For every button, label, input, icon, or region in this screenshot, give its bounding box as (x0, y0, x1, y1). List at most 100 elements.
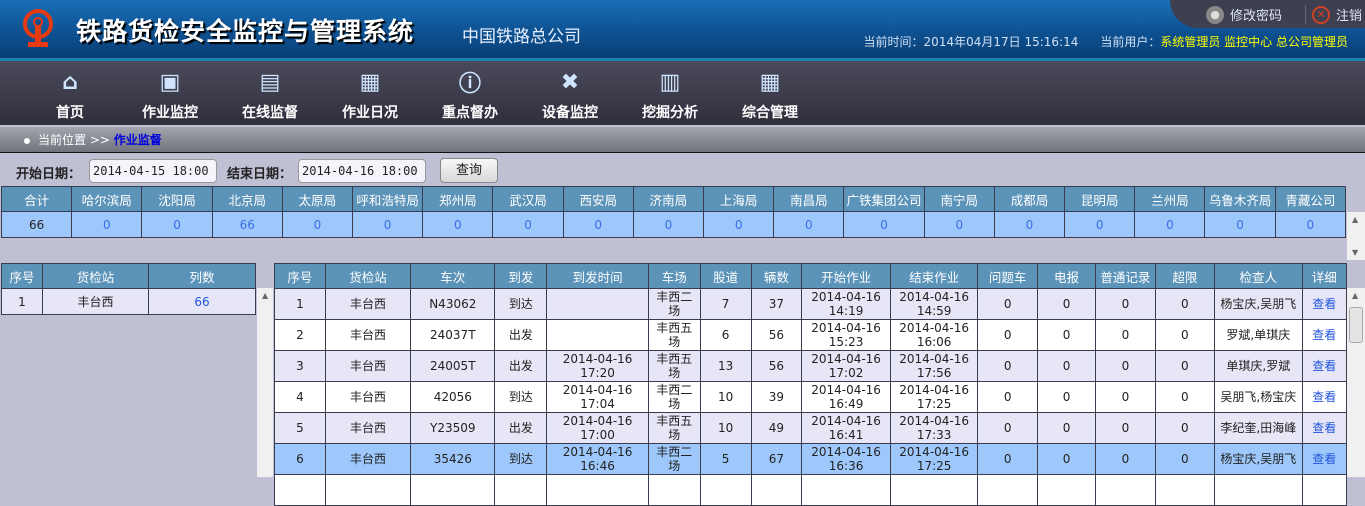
train-cell: 10 (699, 381, 752, 413)
summary-value[interactable]: 0 (703, 211, 775, 238)
train-header: 货检站 (324, 263, 412, 289)
user-label: 当前用户： (1100, 35, 1161, 49)
query-button[interactable]: 查询 (440, 158, 498, 183)
summary-value[interactable]: 0 (773, 211, 845, 238)
table-row[interactable]: 4 丰台西 42056 到达 2014-04-16 17:04 丰西二场 10 39 2014-… (274, 381, 1348, 413)
nav-item-2[interactable]: ▤ 在线监督 (220, 67, 320, 122)
logout-link[interactable]: ✕ 注销 (1305, 5, 1362, 24)
summary-value[interactable]: 0 (993, 211, 1066, 238)
summary-value[interactable]: 0 (492, 211, 564, 238)
train-cell: 2014-04-16 16:41 (801, 412, 891, 444)
train-cell: 丰西二场 (647, 288, 701, 320)
train-cell: 到达 (494, 288, 548, 320)
train-cell: 到达 (494, 443, 548, 475)
empty-cell (324, 474, 412, 506)
train-cell: 2014-04-16 16:36 (801, 443, 891, 475)
summary-value[interactable]: 0 (1274, 211, 1347, 238)
summary-value[interactable]: 0 (1064, 211, 1136, 238)
view-detail-link[interactable]: 查看 (1301, 350, 1348, 382)
view-detail-link[interactable]: 查看 (1301, 412, 1348, 444)
train-header: 辆数 (750, 263, 803, 289)
nav-item-7[interactable]: ▦ 综合管理 (720, 67, 820, 122)
train-cell: 5 (699, 443, 752, 475)
summary-value[interactable]: 0 (1204, 211, 1276, 238)
train-cell: 2014-04-16 14:19 (801, 288, 891, 320)
query-bar: 开始日期： 2014-04-15 18:00 结束日期： 2014-04-16 … (0, 157, 800, 183)
train-cell: 2014-04-16 16:46 (546, 443, 649, 475)
train-cell: 0 (1154, 319, 1216, 351)
train-cell: 0 (1154, 412, 1216, 444)
train-header: 电报 (1036, 263, 1097, 289)
train-cell: 42056 (410, 381, 496, 413)
train-header-row: 序号 货检站 车次 到发 到发时间 车场 股道 辆数 开始作业 结束作业 问题车 电报 普通记录 超限 检查… (274, 263, 1348, 289)
start-date-input[interactable]: 2014-04-15 18:00 (89, 159, 217, 183)
cart-icon: ▦ (359, 69, 381, 95)
station-scrollbar[interactable]: ▲ (257, 288, 273, 477)
summary-header: 上海局 (703, 186, 775, 212)
change-password-link[interactable]: ● 修改密码 (1206, 5, 1282, 24)
station-cell[interactable]: 66 (148, 288, 256, 315)
train-header: 结束作业 (889, 263, 979, 289)
breadcrumb-current: 作业监督 (113, 133, 162, 147)
summary-value[interactable]: 0 (281, 211, 354, 238)
station-header: 序号 (1, 263, 43, 289)
summary-header: 北京局 (211, 186, 283, 212)
summary-value[interactable]: 0 (71, 211, 143, 238)
train-cell: 0 (1154, 350, 1216, 382)
train-header: 到发 (494, 263, 548, 289)
organization-name: 中国铁路总公司 (462, 27, 581, 47)
summary-value[interactable]: 66 (211, 211, 283, 238)
train-cell: 4 (274, 381, 326, 413)
train-cell: 0 (1154, 381, 1216, 413)
chart-icon: ▥ (659, 69, 681, 95)
train-cell: 6 (274, 443, 326, 475)
end-date-label: 结束日期： (227, 167, 293, 182)
view-detail-link[interactable]: 查看 (1301, 288, 1348, 320)
nav-label: 挖掘分析 (642, 105, 698, 121)
scroll-thumb[interactable] (1349, 307, 1363, 343)
summary-value[interactable]: 0 (562, 211, 634, 238)
table-row[interactable]: 1 丰台西 N43062 到达 丰西二场 7 37 2014-04-16 14:19 2014-… (274, 288, 1348, 320)
view-detail-link[interactable]: 查看 (1301, 381, 1348, 413)
table-row[interactable]: 3 丰台西 24005T 出发 2014-04-16 17:20 丰西五场 13 56 2014… (274, 350, 1348, 382)
summary-scrollbar[interactable]: ▲ ▼ (1347, 212, 1365, 260)
nav-item-6[interactable]: ▥ 挖掘分析 (620, 67, 720, 122)
table-row[interactable]: 1 丰台西 66 (1, 288, 256, 315)
empty-cell (699, 474, 752, 506)
train-header: 序号 (274, 263, 326, 289)
train-cell: 0 (1036, 381, 1097, 413)
train-scrollbar[interactable]: ▲ (1347, 288, 1365, 477)
table-row[interactable]: 5 丰台西 Y23509 出发 2014-04-16 17:00 丰西五场 10 49 2014… (274, 412, 1348, 444)
train-header: 股道 (699, 263, 752, 289)
view-detail-link[interactable]: 查看 (1301, 319, 1348, 351)
empty-cell (889, 474, 979, 506)
main-nav: ⌂ 首页 ▣ 作业监控 ▤ 在线监督 ▦ 作业日况 ⓘ 重点督办 ✖ 设备监控 ▥ 挖掘分析 ▦ 综合管理 (0, 61, 1365, 125)
summary-value[interactable]: 0 (1134, 211, 1206, 238)
train-cell: 5 (274, 412, 326, 444)
empty-cell (750, 474, 803, 506)
train-cell: 0 (977, 319, 1038, 351)
nav-item-4[interactable]: ⓘ 重点督办 (420, 67, 520, 122)
train-cell: 24037T (410, 319, 496, 351)
table-row-partial (274, 474, 1348, 506)
summary-header: 青藏公司 (1274, 186, 1347, 212)
summary-value[interactable]: 0 (352, 211, 424, 238)
breadcrumb: 当前位置 >> 作业监督 (0, 127, 1365, 153)
summary-value-row: 66 0 0 66 0 0 0 0 0 0 0 0 0 0 0 0 0 0 0 (0, 211, 1347, 238)
table-row[interactable]: 2 丰台西 24037T 出发 丰西五场 6 56 2014-04-16 15:23 2014-… (274, 319, 1348, 351)
nav-item-5[interactable]: ✖ 设备监控 (520, 67, 620, 122)
train-header: 开始作业 (801, 263, 891, 289)
table-row[interactable]: 6 丰台西 35426 到达 2014-04-16 16:46 丰西二场 5 67 2014-0… (274, 443, 1348, 475)
summary-value[interactable]: 0 (843, 211, 925, 238)
summary-value[interactable]: 0 (632, 211, 705, 238)
summary-value[interactable]: 0 (141, 211, 213, 238)
bullet-icon (24, 137, 30, 144)
empty-cell (410, 474, 496, 506)
summary-value[interactable]: 0 (923, 211, 995, 238)
summary-value[interactable]: 0 (422, 211, 494, 238)
view-detail-link[interactable]: 查看 (1301, 443, 1348, 475)
nav-item-3[interactable]: ▦ 作业日况 (320, 67, 420, 122)
end-date-input[interactable]: 2014-04-16 18:00 (298, 159, 426, 183)
nav-item-0[interactable]: ⌂ 首页 (20, 67, 120, 122)
nav-item-1[interactable]: ▣ 作业监控 (120, 67, 220, 122)
